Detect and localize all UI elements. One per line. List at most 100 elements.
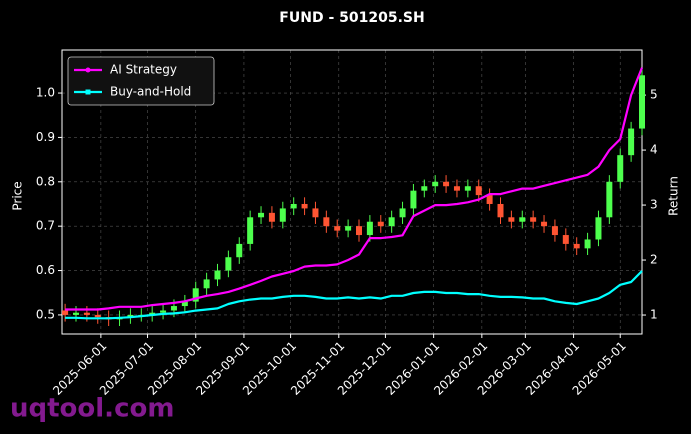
candle <box>214 263 221 287</box>
candle <box>421 179 428 198</box>
candle-body <box>562 235 569 244</box>
candle <box>279 201 286 229</box>
y-axis-label: Price <box>11 181 25 210</box>
candle <box>388 210 395 233</box>
candle <box>355 219 362 242</box>
candle <box>486 188 493 211</box>
y-tick-label: 0.6 <box>36 263 55 277</box>
candle <box>410 184 417 216</box>
candle <box>432 175 439 193</box>
legend: AI Strategy Buy-and-Hold <box>67 56 215 106</box>
candle <box>584 232 591 256</box>
candle-body <box>410 190 417 209</box>
candle-body <box>290 203 297 209</box>
candle-body <box>149 312 156 315</box>
candle-body <box>355 226 362 236</box>
y-tick-label: 0.5 <box>36 307 55 321</box>
candle <box>247 210 254 251</box>
candle-body <box>62 310 69 315</box>
candle <box>562 228 569 251</box>
candle-body <box>399 208 406 218</box>
candle-body <box>345 226 352 231</box>
legend-label: AI Strategy <box>110 63 177 77</box>
candle-body <box>225 257 232 271</box>
candle-body <box>475 186 482 196</box>
candle-body <box>421 186 428 191</box>
legend-box <box>67 56 215 106</box>
candle <box>541 215 548 233</box>
candle-body <box>508 217 515 222</box>
candle-body <box>323 217 330 227</box>
candle <box>149 306 156 322</box>
candle-body <box>584 239 591 249</box>
candle <box>94 308 101 324</box>
candle-body <box>639 75 645 129</box>
candle-body <box>519 217 526 222</box>
candle-body <box>160 310 167 313</box>
candle <box>464 179 471 198</box>
candle <box>453 179 460 198</box>
candle-body <box>72 312 79 315</box>
chart-title: FUND - 501205.SH <box>279 10 424 26</box>
candle-body <box>312 208 319 218</box>
y-tick-label: 0.8 <box>36 174 55 188</box>
candle-body <box>94 314 101 318</box>
candle-body <box>301 203 308 209</box>
candle <box>323 210 330 233</box>
candle-body <box>595 217 602 240</box>
candle <box>595 210 602 247</box>
candle-body <box>377 221 384 227</box>
candle-body <box>268 212 275 222</box>
candle-body <box>551 226 558 236</box>
y2-tick-label: 1 <box>650 308 658 322</box>
candle-body <box>432 181 439 187</box>
candle <box>334 219 341 238</box>
candle <box>497 197 504 224</box>
candle-body <box>192 288 199 302</box>
y2-tick-label: 3 <box>650 198 658 212</box>
y-tick-label: 0.9 <box>36 130 55 144</box>
candle-body <box>170 306 177 311</box>
candle <box>519 210 526 229</box>
y2-tick-label: 4 <box>650 143 658 157</box>
legend-label: Buy-and-Hold <box>110 85 191 99</box>
candle-body <box>443 181 450 187</box>
watermark: uqtool.com <box>10 394 174 424</box>
candle-body <box>83 312 90 315</box>
candle <box>530 210 537 229</box>
candle-body <box>203 279 210 289</box>
candle-body <box>530 217 537 222</box>
candle-body <box>236 243 243 258</box>
candle <box>301 197 308 216</box>
candle-body <box>127 314 134 318</box>
candle <box>551 219 558 242</box>
candle-body <box>464 186 471 191</box>
candle <box>258 206 265 224</box>
candle-body <box>541 221 548 227</box>
candle <box>236 237 243 264</box>
candle <box>192 281 199 309</box>
candle-body <box>334 226 341 231</box>
y2-tick-label: 2 <box>650 253 658 267</box>
candle <box>399 201 406 224</box>
candle <box>377 215 384 233</box>
candle-body <box>606 181 613 218</box>
candle <box>573 237 580 256</box>
candle-body <box>258 212 265 218</box>
candle <box>160 303 167 320</box>
candle <box>127 308 134 324</box>
y-tick-label: 0.7 <box>36 219 55 233</box>
legend-marker <box>85 67 91 73</box>
candle-body <box>617 155 624 182</box>
candle-body <box>497 203 504 218</box>
candle <box>225 250 232 278</box>
candle <box>312 201 319 224</box>
candle-body <box>388 217 395 227</box>
candle-body <box>279 208 286 222</box>
candle <box>475 179 482 202</box>
y-tick-label: 1.0 <box>36 86 55 100</box>
legend-marker <box>85 89 91 95</box>
candle-body <box>628 128 635 156</box>
candle-body <box>366 221 373 236</box>
